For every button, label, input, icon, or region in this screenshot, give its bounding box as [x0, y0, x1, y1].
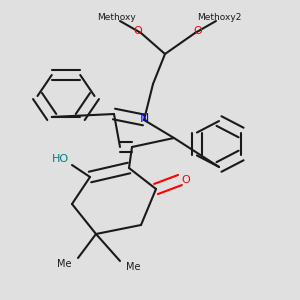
Text: Methoxy2: Methoxy2: [197, 14, 241, 22]
Text: N: N: [139, 112, 149, 125]
Text: O: O: [134, 26, 142, 37]
Text: HO: HO: [51, 154, 69, 164]
Text: O: O: [182, 175, 190, 185]
Text: Methoxy: Methoxy: [98, 14, 136, 22]
Text: Me: Me: [58, 259, 72, 269]
Text: Me: Me: [126, 262, 140, 272]
Text: O: O: [194, 26, 202, 37]
